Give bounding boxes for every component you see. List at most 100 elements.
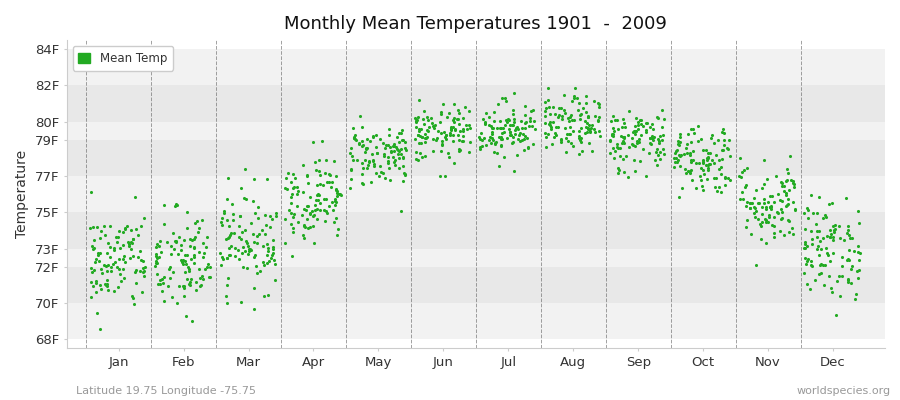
Point <box>755 203 770 210</box>
Point <box>161 282 176 289</box>
Point <box>683 159 698 165</box>
Point <box>365 133 380 139</box>
Point <box>616 116 630 122</box>
Point <box>482 137 496 144</box>
Point <box>832 273 847 280</box>
Point <box>710 137 724 143</box>
Point <box>606 132 620 139</box>
Point <box>346 125 361 131</box>
Point <box>462 122 476 128</box>
Point <box>320 210 334 216</box>
Point <box>226 211 240 217</box>
Point <box>280 186 294 192</box>
Point <box>379 142 393 148</box>
Point <box>493 143 508 149</box>
Point <box>344 165 358 172</box>
Point <box>605 132 619 138</box>
Point <box>627 131 642 137</box>
Point <box>642 150 656 156</box>
Point <box>244 247 258 253</box>
Point <box>390 146 404 152</box>
Point <box>825 289 840 296</box>
Point <box>108 258 122 265</box>
Point <box>780 202 795 208</box>
Point <box>247 285 261 291</box>
Bar <box>67 303 885 339</box>
Point <box>788 181 802 187</box>
Point <box>579 124 593 130</box>
Point <box>101 262 115 269</box>
Point <box>500 118 514 125</box>
Point <box>488 141 502 148</box>
Point <box>503 121 517 128</box>
Point <box>266 246 281 253</box>
Point <box>703 160 717 167</box>
Point <box>377 175 392 181</box>
Point <box>541 130 555 137</box>
Point <box>483 134 498 140</box>
Point <box>399 147 413 153</box>
Point <box>419 114 434 120</box>
Point <box>539 144 554 151</box>
Point <box>351 141 365 147</box>
Point <box>629 137 643 144</box>
Point <box>564 112 579 118</box>
Point <box>278 240 293 246</box>
Point <box>216 208 230 215</box>
Point <box>313 181 328 188</box>
Point <box>287 211 302 218</box>
Point <box>617 135 632 142</box>
Point <box>639 129 653 135</box>
Point <box>526 141 540 147</box>
Point <box>851 208 866 214</box>
Point <box>567 92 581 99</box>
Point <box>650 146 664 152</box>
Point <box>434 130 448 136</box>
Point <box>683 126 698 132</box>
Point <box>419 135 434 141</box>
Point <box>775 182 789 189</box>
Point <box>116 256 130 262</box>
Point <box>493 125 508 132</box>
Point <box>701 150 716 156</box>
Point <box>759 206 773 213</box>
Point <box>572 112 587 118</box>
Point <box>313 172 328 178</box>
Point <box>507 116 521 122</box>
Point <box>392 139 406 145</box>
Point <box>506 134 520 140</box>
Point <box>219 292 233 299</box>
Point <box>177 258 192 264</box>
Point <box>186 236 201 242</box>
Point <box>184 278 198 285</box>
Point <box>86 282 100 289</box>
Point <box>292 188 306 194</box>
Point <box>842 247 857 254</box>
Bar <box>67 267 885 303</box>
Point <box>706 140 721 146</box>
Point <box>809 228 824 234</box>
Point <box>439 132 454 139</box>
Point <box>606 125 620 131</box>
Point <box>607 155 621 161</box>
Point <box>300 203 314 209</box>
Point <box>473 130 488 136</box>
Point <box>824 200 839 206</box>
Point <box>697 158 711 165</box>
Point <box>746 210 760 216</box>
Point <box>298 224 312 230</box>
Point <box>442 154 456 160</box>
Point <box>645 136 660 143</box>
Point <box>818 262 832 269</box>
Point <box>149 271 164 277</box>
Point <box>539 134 554 140</box>
Point <box>409 116 423 123</box>
Point <box>784 177 798 184</box>
Point <box>523 114 537 121</box>
Point <box>852 250 867 257</box>
Point <box>451 132 465 138</box>
Point <box>427 125 441 131</box>
Point <box>240 243 255 249</box>
Point <box>417 120 431 127</box>
Point <box>416 116 430 122</box>
